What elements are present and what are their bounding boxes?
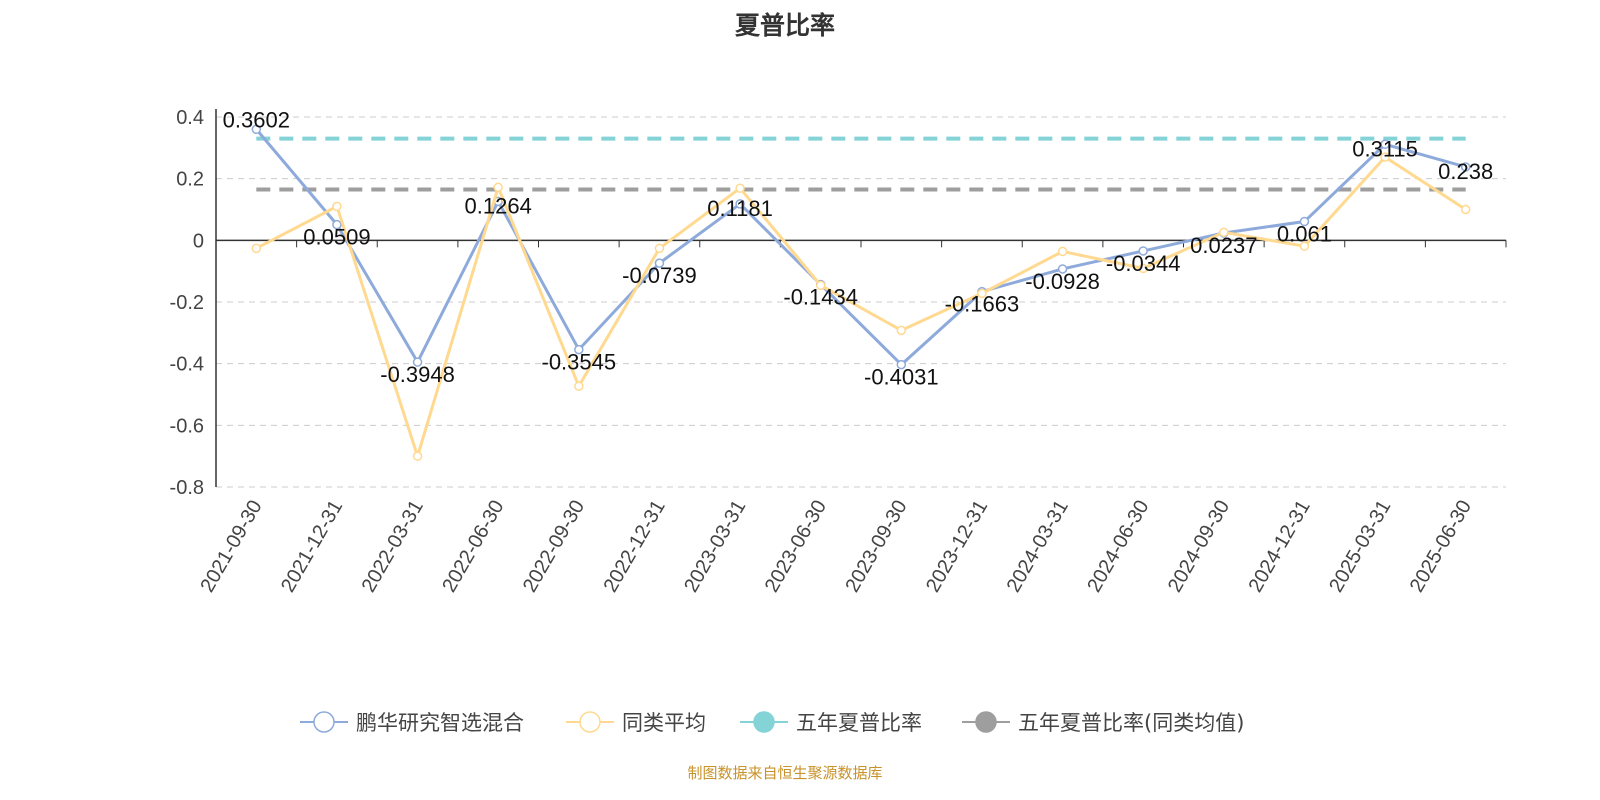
data-label: 0.061 xyxy=(1277,222,1332,247)
data-point xyxy=(493,182,503,193)
x-tick-label: 2025-06-30 xyxy=(1406,497,1476,597)
data-point xyxy=(1460,204,1471,215)
data-point xyxy=(1380,139,1390,150)
x-tick-label: 2024-12-31 xyxy=(1245,497,1315,597)
data-point xyxy=(574,381,584,391)
data-point xyxy=(977,288,987,299)
data-point xyxy=(412,451,423,461)
series-line-0 xyxy=(255,128,1467,367)
chart-title: 夏普比率 xyxy=(734,11,835,40)
data-label: -0.1434 xyxy=(783,285,858,310)
data-label: -0.3948 xyxy=(380,362,455,387)
x-tick-label: 2025-03-31 xyxy=(1325,497,1395,597)
data-point xyxy=(1219,227,1229,238)
data-label: -0.4031 xyxy=(864,365,939,390)
legend-marker xyxy=(579,711,601,733)
y-tick-label: 0.4 xyxy=(176,107,204,129)
x-tick-label: 2023-12-31 xyxy=(922,497,992,597)
data-point xyxy=(896,325,907,336)
x-tick-label: 2021-12-31 xyxy=(277,497,347,597)
data-point xyxy=(412,357,423,367)
x-tick-label: 2024-06-30 xyxy=(1083,497,1153,597)
data-point xyxy=(735,199,745,209)
data-point xyxy=(1057,264,1068,274)
data-point xyxy=(251,124,262,135)
data-source-note: 制图数据来自恒生聚源数据库 xyxy=(687,764,883,782)
legend-label: 同类平均 xyxy=(622,711,706,735)
data-point xyxy=(654,258,665,268)
data-label: 0.3115 xyxy=(1352,136,1418,161)
data-label: -0.0928 xyxy=(1025,269,1100,294)
y-tick-label: -0.2 xyxy=(170,292,204,314)
x-tick-label: 2023-06-30 xyxy=(761,497,831,597)
data-point xyxy=(815,280,826,291)
y-tick-label: -0.6 xyxy=(170,415,204,437)
x-tick-label: 2022-12-31 xyxy=(600,497,670,597)
x-tick-label: 2022-06-30 xyxy=(438,497,508,597)
x-tick-label: 2023-03-31 xyxy=(680,497,750,597)
y-tick-label: 0 xyxy=(193,230,204,252)
data-point xyxy=(332,201,342,212)
y-tick-label: -0.4 xyxy=(170,354,204,376)
data-point xyxy=(574,344,584,355)
series-line-1 xyxy=(255,155,1467,462)
data-point xyxy=(1299,241,1310,251)
data-point xyxy=(1299,216,1310,227)
data-label: 0.1264 xyxy=(465,193,532,218)
legend-marker xyxy=(975,711,997,733)
data-point xyxy=(1460,162,1471,172)
data-label: -0.3545 xyxy=(542,350,617,375)
data-point xyxy=(251,243,262,254)
x-tick-label: 2023-09-30 xyxy=(841,497,911,597)
data-point xyxy=(1057,246,1068,257)
x-tick-label: 2024-09-30 xyxy=(1164,497,1234,597)
data-label: 0.3602 xyxy=(223,107,290,132)
data-label: -0.0344 xyxy=(1106,251,1181,276)
x-tick-label: 2024-03-31 xyxy=(1003,497,1073,597)
legend-label: 鹏华研究智选混合 xyxy=(356,711,524,735)
data-point xyxy=(735,183,745,193)
data-point xyxy=(1380,152,1390,162)
y-tick-label: -0.8 xyxy=(170,477,204,499)
legend-label: 五年夏普比率(同类均值) xyxy=(1018,711,1244,735)
data-label: 0.0237 xyxy=(1190,233,1257,258)
data-label: 0.0509 xyxy=(303,225,370,250)
data-point xyxy=(1138,246,1148,256)
legend-marker xyxy=(753,711,775,733)
data-label: -0.0739 xyxy=(622,263,697,288)
data-point xyxy=(1138,263,1148,274)
x-tick-label: 2022-03-31 xyxy=(358,497,428,597)
data-label: -0.1663 xyxy=(945,292,1020,317)
legend-label: 五年夏普比率 xyxy=(796,711,922,735)
x-tick-label: 2021-09-30 xyxy=(196,497,266,597)
y-tick-label: 0.2 xyxy=(176,169,204,191)
x-tick-label: 2022-09-30 xyxy=(519,497,589,597)
legend-marker xyxy=(313,711,335,733)
data-point xyxy=(332,219,342,230)
data-label: 0.238 xyxy=(1438,159,1493,184)
data-label: 0.1181 xyxy=(707,196,773,221)
data-point xyxy=(654,243,665,254)
data-point xyxy=(896,359,907,370)
